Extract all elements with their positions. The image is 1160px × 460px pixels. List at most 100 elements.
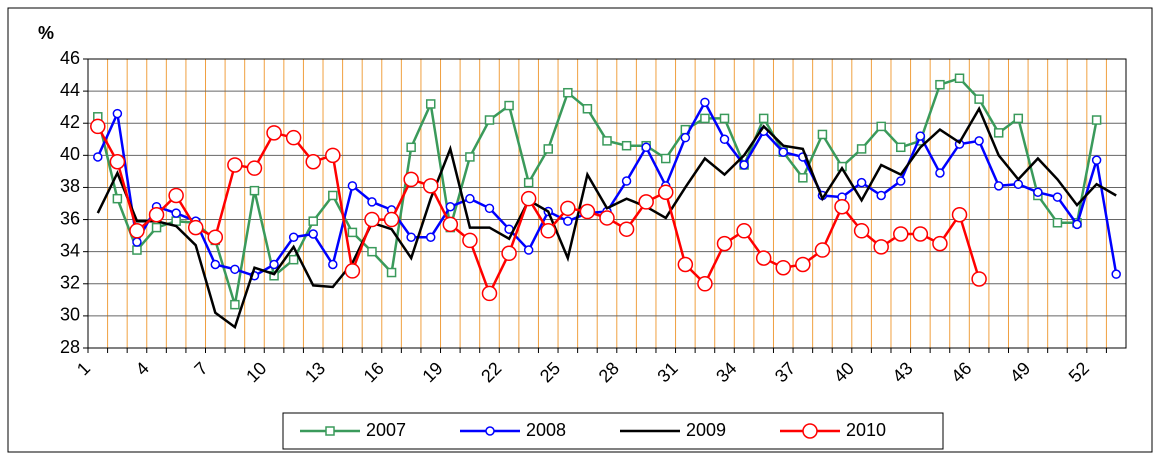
y-tick-label: 38 <box>60 176 80 196</box>
marker <box>269 259 279 270</box>
marker <box>367 197 377 207</box>
marker <box>230 264 240 275</box>
marker <box>798 173 808 183</box>
marker <box>383 211 400 228</box>
marker <box>406 142 416 153</box>
marker <box>403 171 419 188</box>
marker <box>148 206 165 223</box>
y-tick-label: 34 <box>60 240 80 260</box>
marker <box>974 94 984 104</box>
marker <box>308 229 318 239</box>
marker <box>814 242 831 258</box>
marker <box>425 99 436 109</box>
y-tick-label: 28 <box>60 337 80 357</box>
marker <box>599 210 615 226</box>
marker <box>935 79 945 90</box>
marker <box>422 178 439 194</box>
marker <box>442 216 459 233</box>
marker <box>112 108 123 119</box>
marker <box>856 144 867 154</box>
marker <box>579 203 596 220</box>
marker <box>132 245 142 255</box>
marker <box>1111 269 1121 279</box>
marker <box>347 181 358 191</box>
marker <box>171 208 181 218</box>
marker <box>993 128 1004 138</box>
marker <box>932 235 948 252</box>
marker <box>560 200 576 217</box>
marker <box>344 263 361 279</box>
marker <box>719 134 730 145</box>
marker <box>364 211 380 228</box>
marker <box>896 176 906 186</box>
marker <box>1072 219 1082 230</box>
marker <box>716 235 733 252</box>
marker <box>758 113 769 124</box>
marker <box>915 131 926 141</box>
marker <box>543 144 553 154</box>
marker <box>1013 113 1024 124</box>
y-tick-label: 40 <box>60 144 80 164</box>
series-line <box>96 76 1098 306</box>
marker <box>993 181 1004 191</box>
marker <box>484 115 495 125</box>
marker <box>386 267 397 278</box>
series-line <box>96 125 981 297</box>
marker <box>406 232 416 242</box>
marker <box>523 245 534 255</box>
y-tick-label: 44 <box>60 80 80 100</box>
marker <box>719 113 730 124</box>
marker <box>207 229 224 245</box>
marker <box>621 140 632 151</box>
marker <box>132 237 142 247</box>
marker <box>893 226 909 242</box>
marker <box>658 184 674 201</box>
marker <box>853 223 870 239</box>
marker <box>1013 179 1024 189</box>
marker <box>795 256 811 273</box>
marker <box>328 259 338 270</box>
marker <box>367 246 377 257</box>
y-tick-label: 30 <box>60 305 80 325</box>
marker <box>582 104 593 114</box>
marker <box>755 250 772 266</box>
marker <box>1091 155 1102 165</box>
marker <box>445 201 456 212</box>
marker <box>504 100 514 111</box>
marker <box>305 154 321 170</box>
marker <box>621 176 632 186</box>
legend-label: 2008 <box>526 420 566 440</box>
marker <box>680 132 691 143</box>
marker <box>873 239 889 255</box>
marker <box>462 232 478 249</box>
marker <box>736 223 752 239</box>
marker <box>485 426 495 436</box>
marker <box>834 198 850 215</box>
marker <box>641 142 651 153</box>
marker <box>269 271 279 281</box>
marker <box>288 254 299 265</box>
marker <box>739 160 749 170</box>
marker <box>638 194 654 210</box>
marker <box>484 203 495 214</box>
marker <box>246 160 263 176</box>
marker <box>618 221 635 237</box>
marker <box>328 190 338 201</box>
marker <box>1091 115 1102 125</box>
marker <box>677 256 694 273</box>
marker <box>1052 192 1063 202</box>
y-axis-label: % <box>38 23 54 43</box>
marker <box>112 193 123 204</box>
marker <box>912 226 929 242</box>
marker <box>876 121 886 132</box>
marker <box>187 219 204 236</box>
marker <box>802 423 818 439</box>
marker <box>325 426 335 436</box>
marker <box>210 259 221 270</box>
marker <box>347 227 358 238</box>
marker <box>171 216 181 226</box>
y-tick-label: 46 <box>60 48 80 68</box>
marker <box>425 232 436 242</box>
plot-area <box>87 58 1127 349</box>
